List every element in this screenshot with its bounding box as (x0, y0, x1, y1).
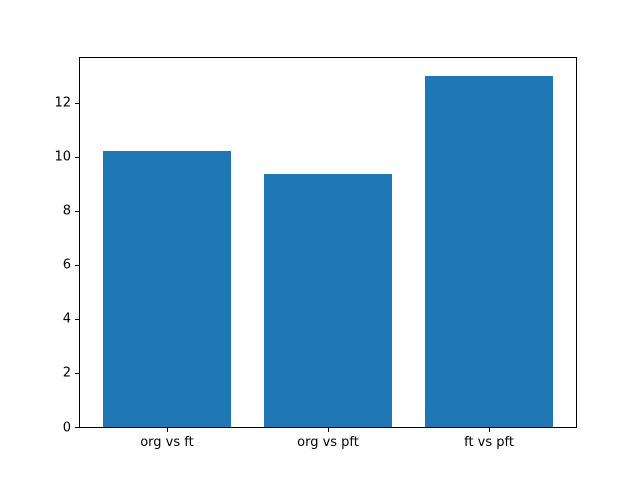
y-tick-mark (75, 156, 79, 158)
y-tick-mark (75, 210, 79, 212)
x-tick-mark (328, 428, 329, 432)
y-tick-label: 8 (62, 203, 71, 219)
x-tick-label: org vs ft (140, 435, 194, 450)
bar-org-vs-ft (102, 151, 232, 427)
y-tick-mark (75, 264, 79, 266)
y-tick-label: 10 (54, 149, 71, 165)
x-tick-mark (489, 428, 491, 432)
y-tick-mark (75, 318, 79, 320)
x-tick-mark (166, 428, 168, 432)
y-tick-mark (75, 372, 79, 374)
y-tick-label: 12 (54, 95, 71, 111)
y-tick-label: 4 (62, 311, 71, 327)
y-tick-mark (75, 427, 79, 428)
y-tick-label: 0 (62, 420, 71, 435)
y-tick-label: 6 (62, 257, 71, 273)
bar-org-vs-pft (263, 174, 393, 427)
y-tick-mark (75, 102, 79, 104)
y-tick-label: 2 (62, 365, 71, 381)
x-tick-label: org vs pft (297, 435, 359, 450)
bar-ft-vs-pft (424, 75, 554, 427)
x-tick-label: ft vs pft (464, 435, 514, 450)
